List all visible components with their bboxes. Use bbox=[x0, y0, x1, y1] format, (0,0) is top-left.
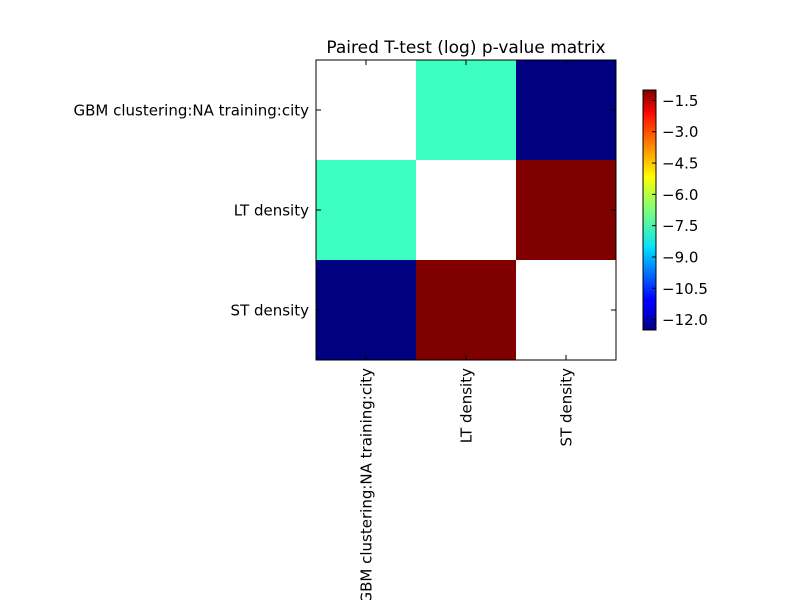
colorbar bbox=[642, 89, 657, 331]
colorbar-tick-label: −7.5 bbox=[662, 217, 698, 235]
heatmap-cell bbox=[316, 60, 416, 160]
row-label: GBM clustering:NA training:city bbox=[74, 102, 310, 120]
column-label: LT density bbox=[458, 368, 476, 443]
colorbar-tick-label: −9.0 bbox=[662, 248, 698, 266]
heatmap-cells bbox=[316, 60, 616, 360]
row-label: LT density bbox=[234, 202, 309, 220]
colorbar-tick-label: −4.5 bbox=[662, 155, 698, 173]
heatmap-cell bbox=[516, 160, 616, 260]
column-label: GBM clustering:NA training:city bbox=[358, 368, 376, 600]
heatmap-cell bbox=[516, 260, 616, 360]
heatmap-cell bbox=[316, 260, 416, 360]
column-label: ST density bbox=[558, 368, 576, 447]
row-labels: GBM clustering:NA training:city LT densit… bbox=[74, 102, 310, 320]
heatmap-cell bbox=[416, 260, 516, 360]
colorbar-tick-label: −10.5 bbox=[662, 280, 708, 298]
column-labels: GBM clustering:NA training:city LT densit… bbox=[358, 368, 576, 600]
axis-ticks bbox=[316, 60, 616, 360]
colorbar-tick-label: −1.5 bbox=[662, 92, 698, 110]
heatmap-cell bbox=[516, 60, 616, 160]
heatmap-cell bbox=[416, 60, 516, 160]
colorbar-tick-label: −6.0 bbox=[662, 186, 698, 204]
colorbar-tick-label: −3.0 bbox=[662, 123, 698, 141]
colorbar-tick-label: −12.0 bbox=[662, 311, 708, 329]
heatmap-cell bbox=[416, 160, 516, 260]
colorbar-ticks: −1.5 −3.0 −4.5 −6.0 −7.5 −9.0 −10.5 −12.0 bbox=[652, 92, 708, 329]
heatmap-cell bbox=[316, 160, 416, 260]
chart-title: Paired T-test (log) p-value matrix bbox=[326, 38, 605, 58]
row-label: ST density bbox=[231, 302, 310, 320]
